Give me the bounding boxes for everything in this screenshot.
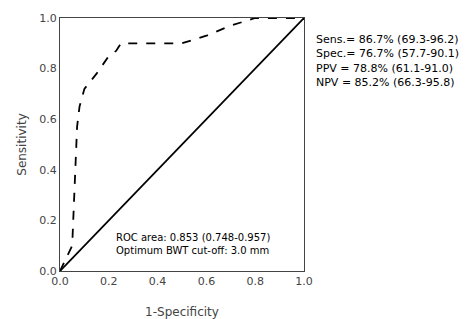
svg-text:0.8: 0.8 [246,275,264,288]
svg-text:0.2: 0.2 [100,275,118,288]
svg-text:ROC area: 0.853 (0.748-0.957)O: ROC area: 0.853 (0.748-0.957)Optimum BWT… [116,232,270,256]
svg-text:0.8: 0.8 [39,62,57,75]
svg-text:Sens.= 86.7% (69.3-96.2)Spec.=: Sens.= 86.7% (69.3-96.2)Spec.= 76.7% (57… [316,33,459,89]
svg-text:0.0: 0.0 [51,275,69,288]
svg-text:1.0: 1.0 [295,275,313,288]
svg-text:0.4: 0.4 [149,275,167,288]
svg-text:1.0: 1.0 [39,12,57,25]
svg-text:0.4: 0.4 [39,164,57,177]
svg-text:0.0: 0.0 [39,265,57,278]
svg-text:0.6: 0.6 [198,275,216,288]
svg-text:0.2: 0.2 [39,214,57,227]
svg-text:Sensitivity: Sensitivity [15,113,29,175]
svg-text:1-Specificity: 1-Specificity [145,305,219,319]
svg-text:0.6: 0.6 [39,113,57,126]
